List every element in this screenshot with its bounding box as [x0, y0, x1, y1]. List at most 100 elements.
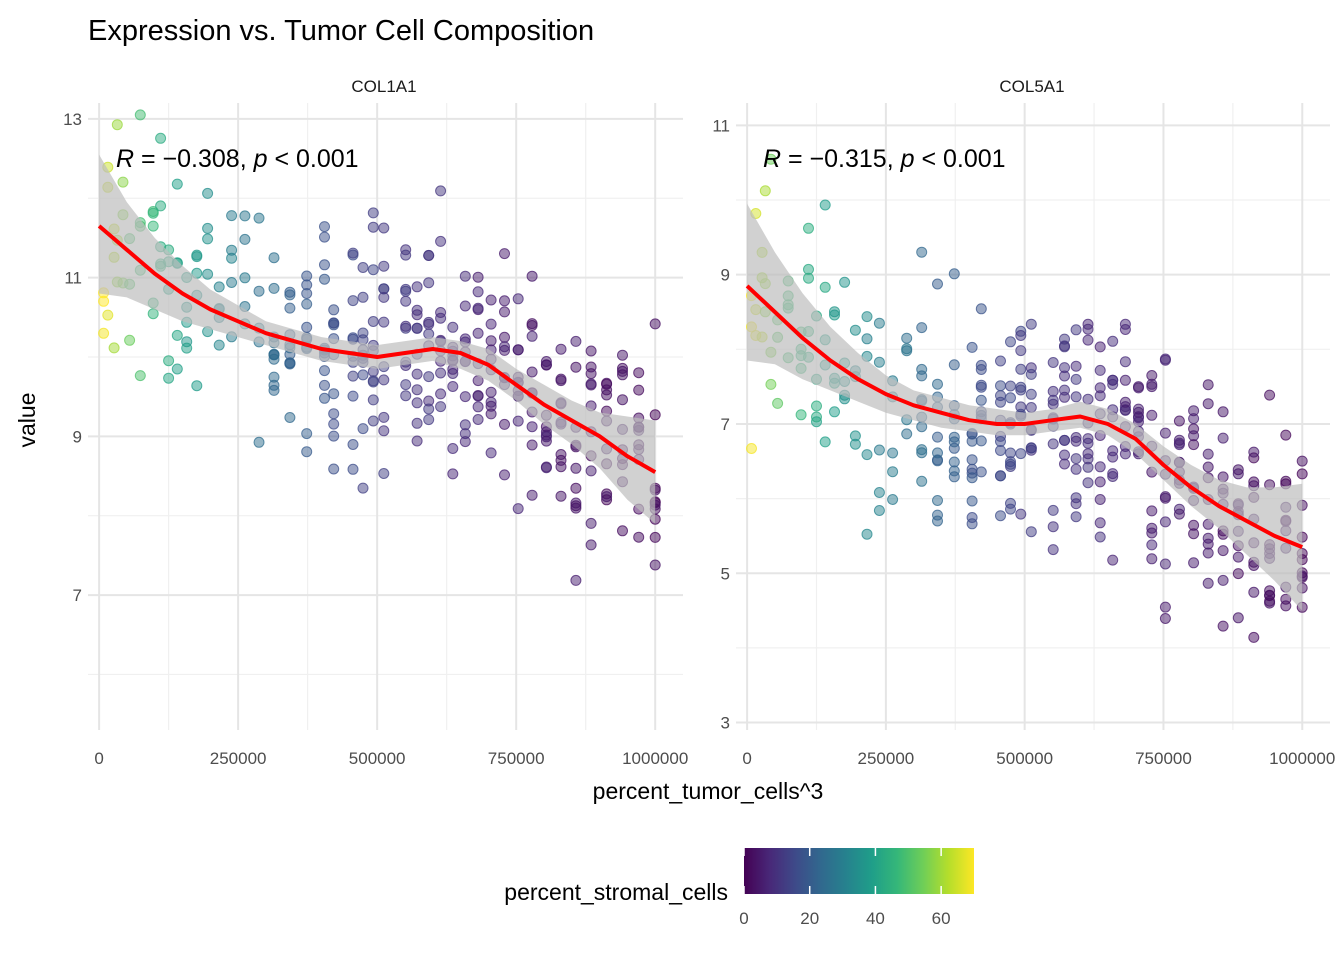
x-tick-label: 1000000 [622, 749, 688, 768]
data-point [367, 415, 379, 427]
data-point [1059, 384, 1070, 396]
data-point [1188, 557, 1200, 569]
data-point [512, 503, 524, 515]
data-point [213, 281, 225, 293]
data-point [570, 462, 582, 474]
color-legend: percent_stromal_cells 0 20 40 60 [504, 848, 974, 928]
data-point [975, 394, 987, 406]
data-point [1094, 531, 1106, 543]
data-point [1217, 432, 1229, 444]
data-point [887, 447, 899, 459]
data-point [181, 342, 193, 354]
colorbar [744, 848, 974, 894]
data-point [570, 574, 582, 586]
data-point [948, 359, 960, 371]
panel-col5a1: 3 5 7 9 11 0 250000 500000 750000 1000000 R = −0… [712, 103, 1335, 768]
data-point [485, 318, 497, 330]
data-point [585, 465, 597, 477]
data-point [459, 419, 471, 431]
data-point [226, 277, 238, 288]
data-point [423, 249, 435, 261]
data-point [617, 525, 628, 537]
data-point [803, 272, 814, 284]
x-axis-title: percent_tumor_cells^3 [593, 778, 824, 804]
data-point [253, 436, 265, 448]
data-point [319, 392, 330, 404]
data-point [995, 396, 1006, 408]
data-point [1248, 586, 1260, 598]
data-point [1070, 391, 1082, 403]
data-point [819, 199, 831, 211]
data-point [1047, 438, 1059, 450]
data-point [948, 465, 960, 477]
data-point [829, 406, 840, 418]
data-point [301, 298, 313, 310]
data-point [378, 316, 390, 328]
data-point [526, 439, 538, 451]
data-point [873, 356, 885, 368]
data-point [585, 345, 597, 357]
data-point [284, 412, 296, 423]
data-point [1005, 458, 1016, 470]
data-point [155, 132, 167, 144]
data-point [485, 335, 497, 347]
strip-label-col5a1: COL5A1 [999, 77, 1064, 96]
data-point [1082, 437, 1094, 449]
data-point [213, 339, 225, 351]
data-point [512, 293, 524, 305]
data-point [400, 390, 412, 402]
data-point [932, 447, 943, 459]
y-tick-labels: 3 5 7 9 11 [712, 116, 730, 732]
data-point [1082, 334, 1094, 346]
data-point [1146, 527, 1158, 539]
y-tick-label: 7 [73, 586, 82, 605]
data-point [171, 329, 183, 341]
data-point [1159, 558, 1171, 570]
data-point [1107, 374, 1119, 386]
x-tick-label: 500000 [349, 749, 406, 768]
data-point [916, 370, 928, 382]
data-point [966, 512, 978, 523]
data-point [1047, 398, 1059, 410]
data-point [163, 355, 175, 367]
data-point [1070, 463, 1082, 475]
data-point [1202, 461, 1214, 473]
data-point [555, 490, 567, 502]
data-point [319, 231, 330, 243]
data-point [485, 447, 497, 459]
data-point [411, 281, 423, 293]
data-point [570, 482, 582, 494]
data-point [873, 317, 885, 329]
data-point [995, 355, 1006, 367]
data-point [147, 220, 159, 232]
data-point [765, 153, 777, 165]
y-tick-label: 3 [721, 714, 730, 733]
data-point [400, 285, 412, 297]
data-point [1025, 368, 1037, 380]
data-point [795, 409, 807, 421]
x-tick-label: 0 [94, 749, 103, 768]
data-point [459, 270, 471, 282]
x-tick-label: 250000 [858, 749, 915, 768]
data-point [319, 221, 330, 233]
data-point [1025, 402, 1037, 413]
smooth-line-layer [97, 224, 657, 474]
data-point [1296, 455, 1308, 467]
data-point [347, 295, 359, 307]
data-point [873, 444, 885, 456]
data-point [411, 322, 423, 334]
data-point [347, 247, 359, 259]
data-point [570, 335, 582, 347]
data-point [1173, 415, 1185, 427]
data-point [1015, 330, 1027, 341]
data-point [887, 494, 899, 505]
data-point [367, 376, 379, 388]
data-point [772, 397, 784, 409]
data-point [1094, 494, 1106, 505]
data-point [555, 449, 567, 460]
data-point [1280, 600, 1292, 612]
data-point [378, 374, 390, 386]
data-point [411, 397, 423, 409]
data-point [540, 435, 552, 447]
